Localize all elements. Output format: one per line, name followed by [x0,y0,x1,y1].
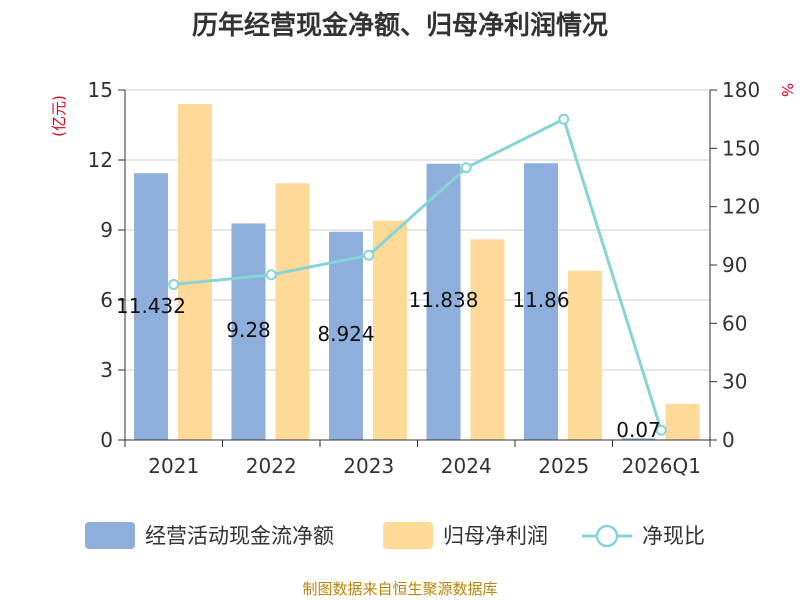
bar-cash-value-label: 8.924 [317,322,374,346]
bar-cash [621,438,656,440]
x-tick-label: 2024 [441,454,492,478]
ratio-line [173,117,663,431]
bar-profit [275,183,310,441]
bar-profit [178,104,212,440]
bars [134,104,700,441]
legend-label-cash: 经营活动现金流净额 [145,524,334,548]
right-tick-label: 180 [722,78,760,102]
left-tick-label: 6 [100,288,113,312]
bar-cash [426,163,461,440]
x-tick-label: 2023 [343,454,394,478]
left-tick-label: 15 [88,78,113,102]
bar-cash [134,173,168,440]
left-tick-label: 0 [100,428,113,452]
ratio-point [460,162,472,174]
right-axis-unit: % [778,83,796,97]
source-note: 制图数据来自恒生聚源数据库 [302,580,497,598]
right-tick-label: 150 [722,136,760,160]
ratio-point [558,113,570,125]
right-tick-label: 90 [722,253,747,277]
x-tick-label: 2025 [538,454,589,478]
chart-title: 历年经营现金净额、归母净利润情况 [192,10,608,41]
bar-cash-value-label: 11.86 [512,288,569,312]
bar-profit [568,270,602,440]
grid [125,89,710,371]
left-axis-unit: (亿元) [50,95,68,137]
bar-cash [231,223,266,440]
bar-cash-value-label: 0.07 [616,418,661,442]
ratio-point [655,424,667,436]
legend-marker-ratio [595,524,619,548]
legend-label-profit: 归母净利润 [443,524,548,548]
x-tick-label: 2022 [246,454,297,478]
legend-label-ratio: 净现比 [642,524,705,548]
left-tick-label: 12 [88,148,113,172]
line-layer [168,113,667,436]
ratio-point [168,278,180,290]
bar-cash [524,163,558,440]
bar-cash-value-label: 11.432 [116,294,186,318]
x-tick-label: 2021 [148,454,199,478]
bar-cash-value-label: 11.838 [409,288,479,312]
left-tick-label: 9 [100,218,113,242]
bar-cash-value-label: 9.28 [226,318,271,342]
legend: 经营活动现金流净额 归母净利润 净现比 [85,522,705,549]
bar-profit [373,220,407,440]
right-tick-label: 60 [722,311,747,335]
right-tick-label: 0 [722,428,735,452]
ratio-point [265,269,277,281]
bar-cash [329,231,363,440]
left-tick-label: 3 [100,358,113,382]
ratio-point [363,249,375,261]
right-tick-label: 30 [722,370,747,394]
right-tick-label: 120 [722,195,760,219]
bar-profit [665,403,700,440]
x-tick-label: 2026Q1 [622,454,701,478]
bar-profit [470,239,505,440]
legend-swatch-profit [383,522,433,549]
legend-swatch-cash [85,522,135,549]
data-labels: 11.432 9.28 8.924 11.838 11.86 0.07 [116,288,661,442]
